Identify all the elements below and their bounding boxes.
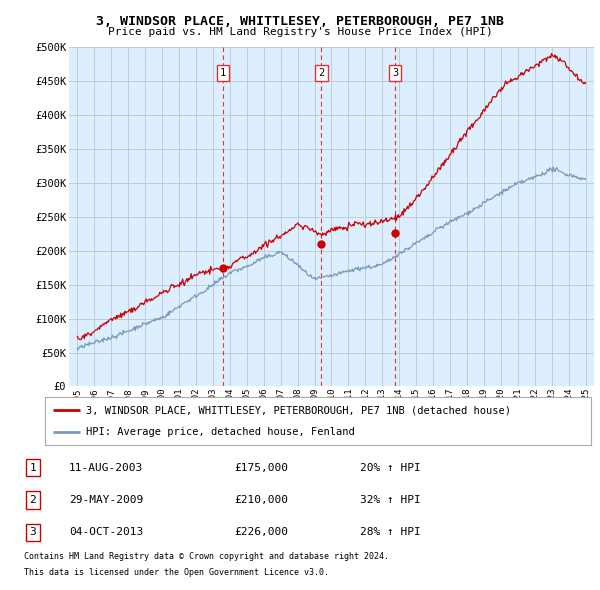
- Text: Price paid vs. HM Land Registry's House Price Index (HPI): Price paid vs. HM Land Registry's House …: [107, 27, 493, 37]
- Text: £175,000: £175,000: [234, 463, 288, 473]
- Text: 32% ↑ HPI: 32% ↑ HPI: [360, 495, 421, 505]
- Text: £226,000: £226,000: [234, 527, 288, 537]
- Text: 2: 2: [29, 495, 37, 505]
- Text: 04-OCT-2013: 04-OCT-2013: [69, 527, 143, 537]
- Text: 20% ↑ HPI: 20% ↑ HPI: [360, 463, 421, 473]
- Text: 3: 3: [392, 68, 398, 78]
- Text: 3, WINDSOR PLACE, WHITTLESEY, PETERBOROUGH, PE7 1NB: 3, WINDSOR PLACE, WHITTLESEY, PETERBOROU…: [96, 15, 504, 28]
- Text: 3, WINDSOR PLACE, WHITTLESEY, PETERBOROUGH, PE7 1NB (detached house): 3, WINDSOR PLACE, WHITTLESEY, PETERBOROU…: [86, 405, 511, 415]
- Text: Contains HM Land Registry data © Crown copyright and database right 2024.: Contains HM Land Registry data © Crown c…: [24, 552, 389, 560]
- Text: 1: 1: [220, 68, 226, 78]
- Text: 11-AUG-2003: 11-AUG-2003: [69, 463, 143, 473]
- Text: 29-MAY-2009: 29-MAY-2009: [69, 495, 143, 505]
- Text: 2: 2: [318, 68, 325, 78]
- Text: HPI: Average price, detached house, Fenland: HPI: Average price, detached house, Fenl…: [86, 427, 355, 437]
- Text: £210,000: £210,000: [234, 495, 288, 505]
- Text: This data is licensed under the Open Government Licence v3.0.: This data is licensed under the Open Gov…: [24, 568, 329, 577]
- Text: 28% ↑ HPI: 28% ↑ HPI: [360, 527, 421, 537]
- Text: 3: 3: [29, 527, 37, 537]
- Text: 1: 1: [29, 463, 37, 473]
